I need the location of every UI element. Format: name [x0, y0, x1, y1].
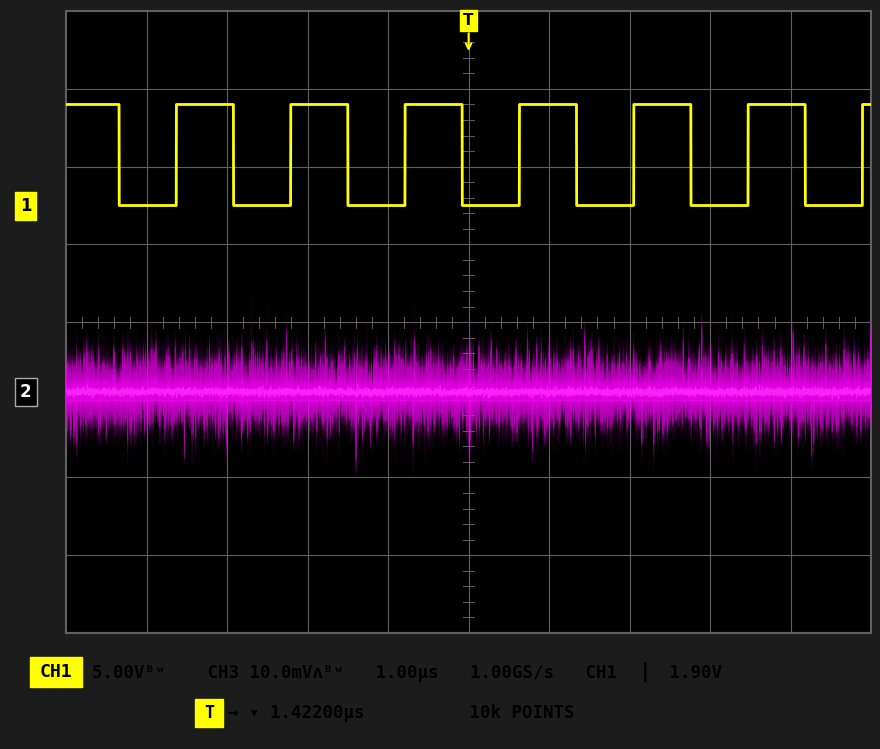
- Text: T: T: [464, 13, 473, 28]
- Text: 2: 2: [20, 383, 32, 401]
- Text: → ▾ 1.42200μs          10k POINTS: → ▾ 1.42200μs 10k POINTS: [228, 704, 575, 722]
- Text: 1: 1: [20, 196, 32, 214]
- Bar: [30, 657, 82, 687]
- Text: 5.00Vᴮʷ    CH3 10.0mVʌᴮʷ   1.00μs   1.00GS/s   CH1  ⎥  1.90V: 5.00Vᴮʷ CH3 10.0mVʌᴮʷ 1.00μs 1.00GS/s CH…: [92, 662, 722, 682]
- Text: T: T: [204, 704, 214, 722]
- Text: CH1: CH1: [40, 663, 72, 681]
- Bar: [195, 699, 223, 727]
